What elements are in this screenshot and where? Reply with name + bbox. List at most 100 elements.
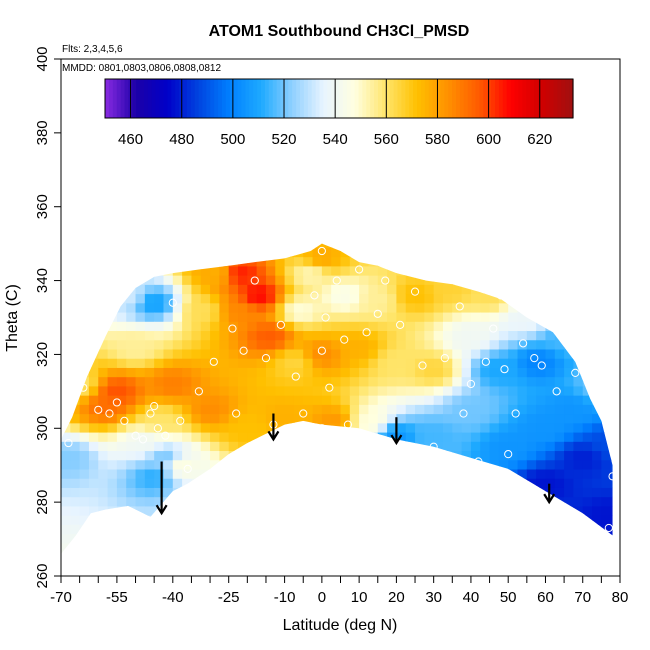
heatmap-cell [172,302,183,313]
x-tick-label: 10 [351,589,368,606]
heatmap-cell [321,367,332,378]
heatmap-cell [321,404,332,415]
heatmap-cell [238,284,248,295]
heatmap-cell [517,459,528,470]
heatmap-cell [405,293,416,304]
heatmap-cell [340,302,351,313]
heatmap-cell [424,348,435,359]
colorbar-cell [202,79,207,118]
heatmap-cell [536,330,547,341]
heatmap-cell [545,404,556,415]
heatmap-cell [321,330,332,341]
heatmap-cell [144,468,155,479]
heatmap-cell [331,284,342,295]
heatmap-cell [238,413,248,424]
heatmap-cell [601,459,612,470]
heatmap-cell [256,265,267,276]
heatmap-cell [442,413,453,424]
heatmap-cell [433,339,444,350]
observation-point [317,424,326,433]
heatmap-cell [256,367,267,378]
heatmap-cell [210,450,220,461]
heatmap-cell [377,348,388,359]
heatmap-cell [452,330,463,341]
heatmap-cell [126,478,137,488]
colorbar-cell [229,79,235,118]
heatmap-cell [340,385,351,396]
y-tick-label: 260 [34,563,51,588]
heatmap-cell [284,311,295,322]
heatmap-cell [116,487,127,498]
heatmap-cell [144,431,155,442]
heatmap-cell [256,293,267,304]
heatmap-cell [116,478,127,488]
heatmap-cell [359,358,370,368]
heatmap-cell [592,505,602,516]
heatmap-cell [554,358,565,368]
heatmap-cell [415,275,425,285]
heatmap-cell [182,302,193,313]
observation-point [317,346,326,355]
heatmap-cell [247,385,258,396]
heatmap-cell [79,395,90,405]
heatmap-cell [312,385,323,396]
heatmap-cell [107,478,118,488]
colorbar-cell [198,79,204,118]
heatmap-cell [526,459,537,470]
heatmap-cell [573,468,584,479]
heatmap-cell [200,441,211,452]
heatmap-cell [228,302,239,313]
heatmap-cell [377,385,388,396]
heatmap-cell [433,311,444,322]
heatmap-cell [200,321,211,332]
heatmap-cell [228,358,239,368]
heatmap-cell [321,265,332,276]
heatmap-cell [144,496,155,507]
heatmap-cell [601,478,612,488]
heatmap-cell [163,478,174,488]
heatmap-cell [498,321,509,332]
colorbar-cell [545,79,551,118]
heatmap-cell [442,431,453,442]
heatmap-cell [210,441,220,452]
colorbar-cell [116,79,122,118]
heatmap-cell [442,367,453,378]
heatmap-cell [284,275,295,285]
heatmap-cell [107,431,118,442]
heatmap-cell [452,385,463,396]
colorbar-cell [510,79,516,118]
heatmap-cell [191,385,202,396]
heatmap-cell [303,311,314,322]
heatmap-cell [526,376,537,387]
colorbar-cell [366,79,371,118]
heatmap-cell [228,265,239,276]
heatmap-cell [191,302,202,313]
heatmap-cell [508,367,519,378]
heatmap-cell [387,339,397,350]
heatmap-cell [554,441,565,452]
heatmap-cell [191,395,202,405]
colorbar-tick-label: 580 [425,131,450,148]
heatmap-cell [368,265,379,276]
heatmap-cell [303,404,314,415]
heatmap-cell [442,302,453,313]
heatmap-cell [573,376,584,387]
heatmap-cell [461,376,472,387]
heatmap-cell [98,459,109,470]
heatmap-cell [70,487,81,498]
heatmap-cell [135,321,146,332]
heatmap-cell [610,478,613,488]
heatmap-cell [582,496,593,507]
heatmap-cell [172,431,183,442]
heatmap-cell [452,339,463,350]
heatmap-cell [79,505,90,516]
heatmap-cell [368,385,379,396]
colorbar-cell [261,79,266,118]
heatmap-cell [88,413,99,424]
heatmap-cell [396,284,407,295]
colorbar-cell [463,79,469,118]
heatmap-cell [536,413,547,424]
heatmap-cell [126,441,137,452]
heatmap-cell [349,404,360,415]
heatmap-cell [303,358,314,368]
